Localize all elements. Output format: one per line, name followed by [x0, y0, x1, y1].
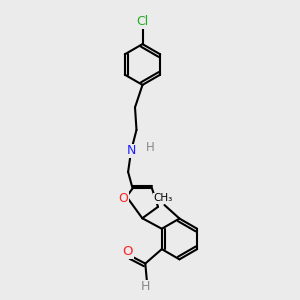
Text: Cl: Cl — [136, 15, 148, 28]
Text: H: H — [141, 280, 150, 293]
Text: H: H — [146, 141, 155, 154]
Text: N: N — [126, 144, 136, 158]
Text: O: O — [119, 192, 128, 205]
Text: O: O — [123, 245, 133, 258]
Text: CH₃: CH₃ — [153, 194, 172, 203]
